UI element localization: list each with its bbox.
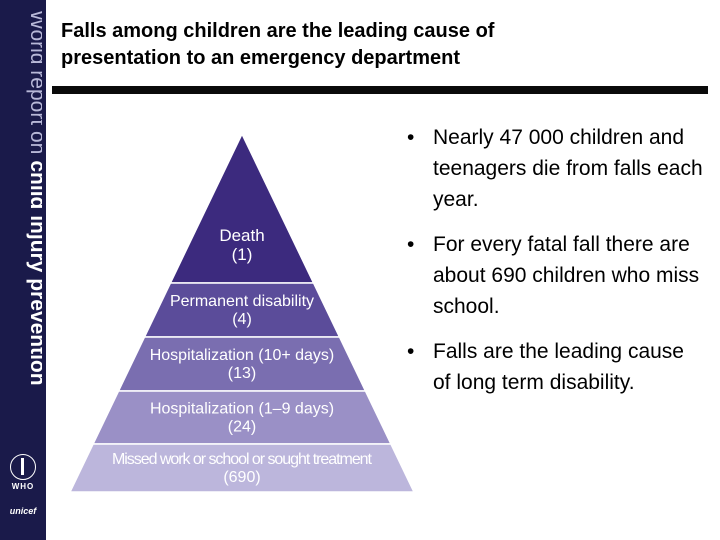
series-title-light: World report on — [26, 10, 42, 154]
pyramid-level-count: (1) — [232, 245, 253, 264]
pyramid-level-label: Hospitalization (10+ days) — [150, 347, 335, 364]
pyramid-level-count: (13) — [228, 365, 256, 382]
series-title: World report on child injury prevention — [26, 10, 42, 386]
pyramid-level-count: (690) — [223, 469, 260, 486]
injury-pyramid: Death(1) Permanent disability(4) Hospitali… — [70, 132, 416, 493]
slide-title-line-1: Falls among children are the leading cau… — [61, 20, 495, 42]
who-emblem-icon — [10, 454, 36, 480]
pyramid-level-label: Permanent disability — [170, 293, 314, 310]
pyramid-level-label: Death — [219, 226, 264, 245]
unicef-logo-text: unicef — [9, 506, 37, 516]
pyramid-level-3 — [117, 336, 367, 392]
who-logo-text: WHO — [11, 482, 35, 491]
bullet-dot-icon: • — [407, 126, 415, 149]
sidebar-band: World report on child injury prevention W… — [0, 0, 46, 540]
pyramid-level-2 — [143, 282, 341, 338]
pyramid-level-4 — [91, 390, 393, 445]
bullet-text: For every fatal fall there are about 690… — [433, 233, 700, 318]
bullet-dot-icon: • — [407, 340, 415, 363]
series-title-bold: child injury prevention — [26, 160, 42, 385]
slide-title-line-2: presentation to an emergency department — [61, 47, 460, 69]
pyramid-level-label: Hospitalization (1–9 days) — [150, 401, 334, 418]
bullet-text: Nearly 47 000 children and teenagers die… — [433, 126, 703, 211]
bullet-text: Falls are the leading cause of long term… — [433, 340, 684, 394]
bullet-item: • Falls are the leading cause of long ter… — [405, 336, 705, 398]
bullet-list: • Nearly 47 000 children and teenagers di… — [405, 122, 705, 412]
bullet-item: • For every fatal fall there are about 69… — [405, 229, 705, 322]
pyramid-level-count: (4) — [232, 311, 252, 328]
bullet-dot-icon: • — [407, 233, 415, 256]
slide-title: Falls among children are the leading cau… — [61, 18, 701, 72]
title-divider — [52, 86, 708, 94]
pyramid-level-5 — [70, 443, 416, 493]
pyramid-level-label: Missed work or school or sought treatmen… — [112, 451, 373, 468]
pyramid-level-count: (24) — [228, 419, 256, 436]
partner-logos: WHO unicef — [0, 452, 46, 532]
svg-text:World report onchild injury pr: World report on child injury prevention — [26, 10, 42, 386]
bullet-item: • Nearly 47 000 children and teenagers di… — [405, 122, 705, 215]
